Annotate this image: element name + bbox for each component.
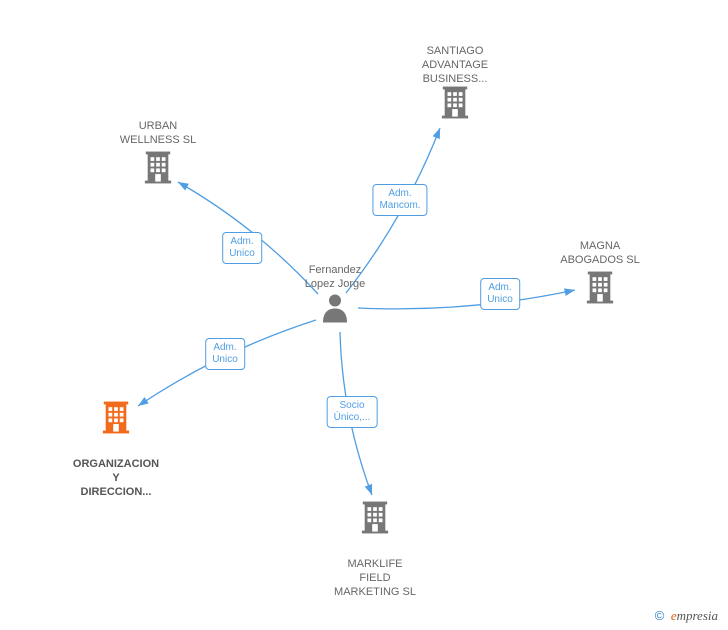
company-node-marklife[interactable]	[360, 502, 390, 539]
building-icon	[585, 272, 615, 304]
edges-group	[138, 128, 575, 495]
edge-magna	[358, 290, 575, 309]
company-node-magna[interactable]	[585, 272, 615, 309]
edge-marklife	[340, 332, 372, 495]
building-icon	[360, 502, 390, 534]
person-icon	[321, 293, 349, 323]
building-icon	[143, 152, 173, 184]
company-node-urban[interactable]	[143, 152, 173, 189]
copyright-symbol: ©	[655, 608, 665, 623]
building-icon	[440, 87, 470, 119]
building-icon	[101, 402, 131, 434]
watermark: © empresia	[655, 608, 718, 624]
company-node-organizacion[interactable]	[101, 402, 131, 439]
edge-urban	[178, 182, 318, 294]
company-node-santiago[interactable]	[440, 87, 470, 124]
edge-santiago	[346, 128, 440, 293]
person-node-center[interactable]	[321, 293, 349, 328]
watermark-rest: mpresia	[677, 608, 718, 623]
edge-organizacion	[138, 320, 316, 406]
